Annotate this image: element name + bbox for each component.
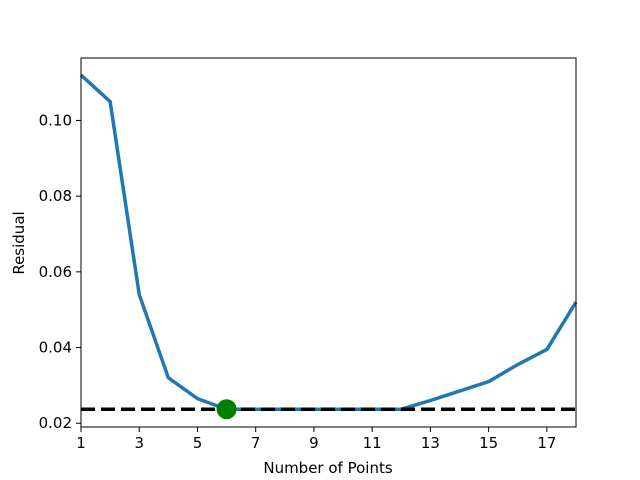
x-axis-label: Number of Points xyxy=(263,459,392,477)
plot-frame xyxy=(80,57,577,428)
y-axis-ticks: 0.02 0.04 0.06 0.08 0.10 xyxy=(39,111,81,432)
y-tick-label: 0.08 xyxy=(39,187,72,205)
x-tick-label: 15 xyxy=(479,434,498,452)
y-tick-label: 0.02 xyxy=(39,414,72,432)
y-tick-label: 0.06 xyxy=(39,263,72,281)
x-tick-label: 9 xyxy=(309,434,319,452)
x-tick-label: 7 xyxy=(251,434,261,452)
x-axis-ticks: 1 3 5 7 9 11 13 15 17 xyxy=(76,427,556,452)
x-tick-label: 13 xyxy=(421,434,440,452)
x-tick-label: 11 xyxy=(363,434,382,452)
x-tick-label: 5 xyxy=(193,434,203,452)
y-tick-label: 0.04 xyxy=(39,339,72,357)
marker-layer xyxy=(216,399,237,420)
y-tick-label: 0.10 xyxy=(39,111,72,129)
optimal-point-marker xyxy=(216,399,237,420)
y-axis-label: Residual xyxy=(10,211,28,274)
x-tick-label: 17 xyxy=(537,434,556,452)
x-tick-label: 1 xyxy=(76,434,86,452)
x-tick-label: 3 xyxy=(134,434,144,452)
plot-area xyxy=(81,58,576,427)
